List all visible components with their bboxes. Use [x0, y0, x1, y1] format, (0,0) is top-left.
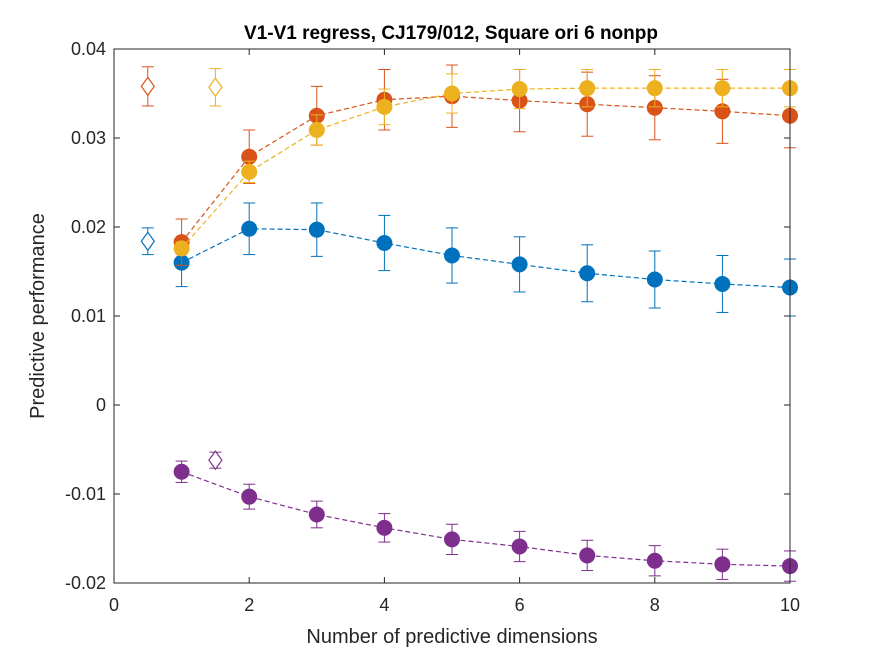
data-point [579, 80, 596, 97]
x-tick-label: 6 [515, 595, 525, 615]
data-point [511, 538, 528, 555]
y-tick-label: -0.02 [65, 573, 106, 593]
chart-title: V1-V1 regress, CJ179/012, Square ori 6 n… [244, 23, 658, 44]
data-point [646, 271, 663, 288]
data-point [376, 235, 393, 252]
x-tick-label: 10 [780, 595, 800, 615]
series-line [181, 228, 791, 289]
y-tick-label: -0.01 [65, 484, 106, 504]
series-4 [173, 450, 798, 582]
y-tick-label: 0.02 [71, 217, 106, 237]
data-point [511, 256, 528, 273]
reference-diamond-marker [208, 77, 223, 98]
data-point [308, 221, 325, 238]
data-point [444, 85, 460, 102]
series-line [181, 471, 791, 567]
series-line [181, 95, 791, 243]
data-point [646, 552, 663, 569]
y-axis-label: Predictive performance [27, 213, 49, 419]
data-point [579, 547, 596, 564]
data-point [308, 121, 325, 138]
data-point [714, 556, 731, 573]
reference-diamond-marker [140, 76, 156, 97]
series-3 [173, 68, 798, 257]
data-point [579, 265, 596, 282]
data-point [444, 247, 460, 264]
reference-diamond-marker [208, 450, 223, 471]
data-point [241, 220, 258, 237]
data-point [308, 506, 325, 523]
y-tick-label: 0.01 [71, 306, 106, 326]
data-point [376, 98, 393, 115]
axes: 0 2 4 6 8 10 -0.02 -0.01 0 0.01 0.02 0.03 0.04 [65, 39, 800, 615]
data-point [714, 80, 731, 97]
series-line [181, 87, 790, 249]
data-point [511, 81, 528, 98]
x-tick-label: 4 [379, 595, 389, 615]
reference-diamond-marker [140, 231, 156, 252]
data-point [241, 488, 258, 505]
plot-area [140, 64, 798, 582]
data-point [444, 531, 460, 548]
y-tick-label: 0.03 [71, 128, 106, 148]
data-point [376, 519, 393, 536]
y-tick-label: 0 [96, 395, 106, 415]
x-tick-label: 8 [650, 595, 660, 615]
x-tick-label: 2 [244, 595, 254, 615]
x-tick-label: 0 [109, 595, 119, 615]
data-point [241, 163, 258, 180]
data-point [173, 240, 190, 257]
data-point [646, 80, 663, 97]
y-tick-label: 0.04 [71, 39, 106, 59]
data-point [714, 275, 731, 292]
data-point [173, 463, 190, 480]
x-axis-label: Number of predictive dimensions [306, 626, 597, 648]
